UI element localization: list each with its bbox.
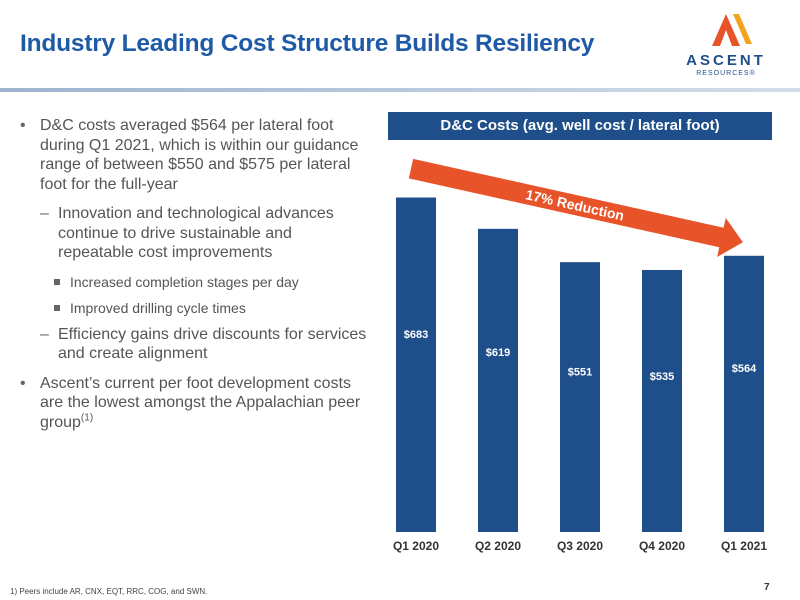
bar-chart: $683 Q1 2020 $619 Q2 2020 $551 Q3 2020 $535 Q4 … (393, 158, 767, 553)
sub-sub-bullet-text: Increased completion stages per day (70, 273, 299, 290)
chart-title: D&C Costs (avg. well cost / lateral foot… (388, 112, 772, 140)
arrow-shape (408, 158, 743, 257)
x-tick-label: Q1 2020 (393, 539, 439, 553)
sub-bullet-item: Efficiency gains drive discounts for ser… (18, 325, 368, 364)
sub-bullet-text: Innovation and technological advances co… (58, 205, 334, 261)
company-logo: ASCENT RESOURCES® (676, 12, 776, 80)
bar-value-label: $551 (568, 366, 592, 378)
sub-bullet-text: Efficiency gains drive discounts for ser… (58, 325, 367, 363)
bullet-item: Ascent’s current per foot development co… (18, 374, 368, 433)
bar (396, 197, 436, 532)
page-title: Industry Leading Cost Structure Builds R… (20, 30, 595, 57)
sub-sub-bullet-text: Improved drilling cycle times (70, 299, 246, 316)
bar-value-label: $564 (732, 363, 757, 375)
reduction-arrow: 17% Reduction (408, 158, 743, 257)
annotation-label: 17% Reduction (524, 186, 625, 223)
footnote: 1) Peers include AR, CNX, EQT, RRC, COG,… (10, 587, 208, 596)
x-tick-label: Q1 2021 (721, 539, 767, 553)
bullet-text: Ascent’s current per foot development co… (40, 374, 361, 431)
bar (478, 228, 518, 532)
bullet-list: D&C costs averaged $564 per lateral foot… (18, 116, 368, 442)
bar (724, 255, 764, 532)
logo-subtitle: RESOURCES® (696, 70, 756, 77)
bullet-text: D&C costs averaged $564 per lateral foot… (40, 117, 359, 193)
bar (560, 262, 600, 532)
sub-sub-bullet-item: Increased completion stages per day (18, 273, 368, 291)
bar (642, 269, 682, 532)
bar-value-label: $683 (404, 329, 428, 341)
sub-bullet-item: Innovation and technological advances co… (18, 204, 368, 263)
bar-value-label: $535 (650, 371, 674, 383)
x-tick-label: Q2 2020 (475, 539, 521, 553)
logo-wordmark: ASCENT (686, 52, 766, 69)
footnote-marker: (1) (80, 412, 94, 424)
x-tick-label: Q3 2020 (557, 539, 603, 553)
x-tick-label: Q4 2020 (639, 539, 685, 553)
bullet-item: D&C costs averaged $564 per lateral foot… (18, 116, 368, 194)
logo-mark-icon (712, 14, 752, 46)
sub-sub-bullet-item: Improved drilling cycle times (18, 299, 368, 317)
bar-value-label: $619 (486, 347, 510, 359)
title-divider (0, 88, 800, 92)
page-number: 7 (764, 582, 770, 593)
